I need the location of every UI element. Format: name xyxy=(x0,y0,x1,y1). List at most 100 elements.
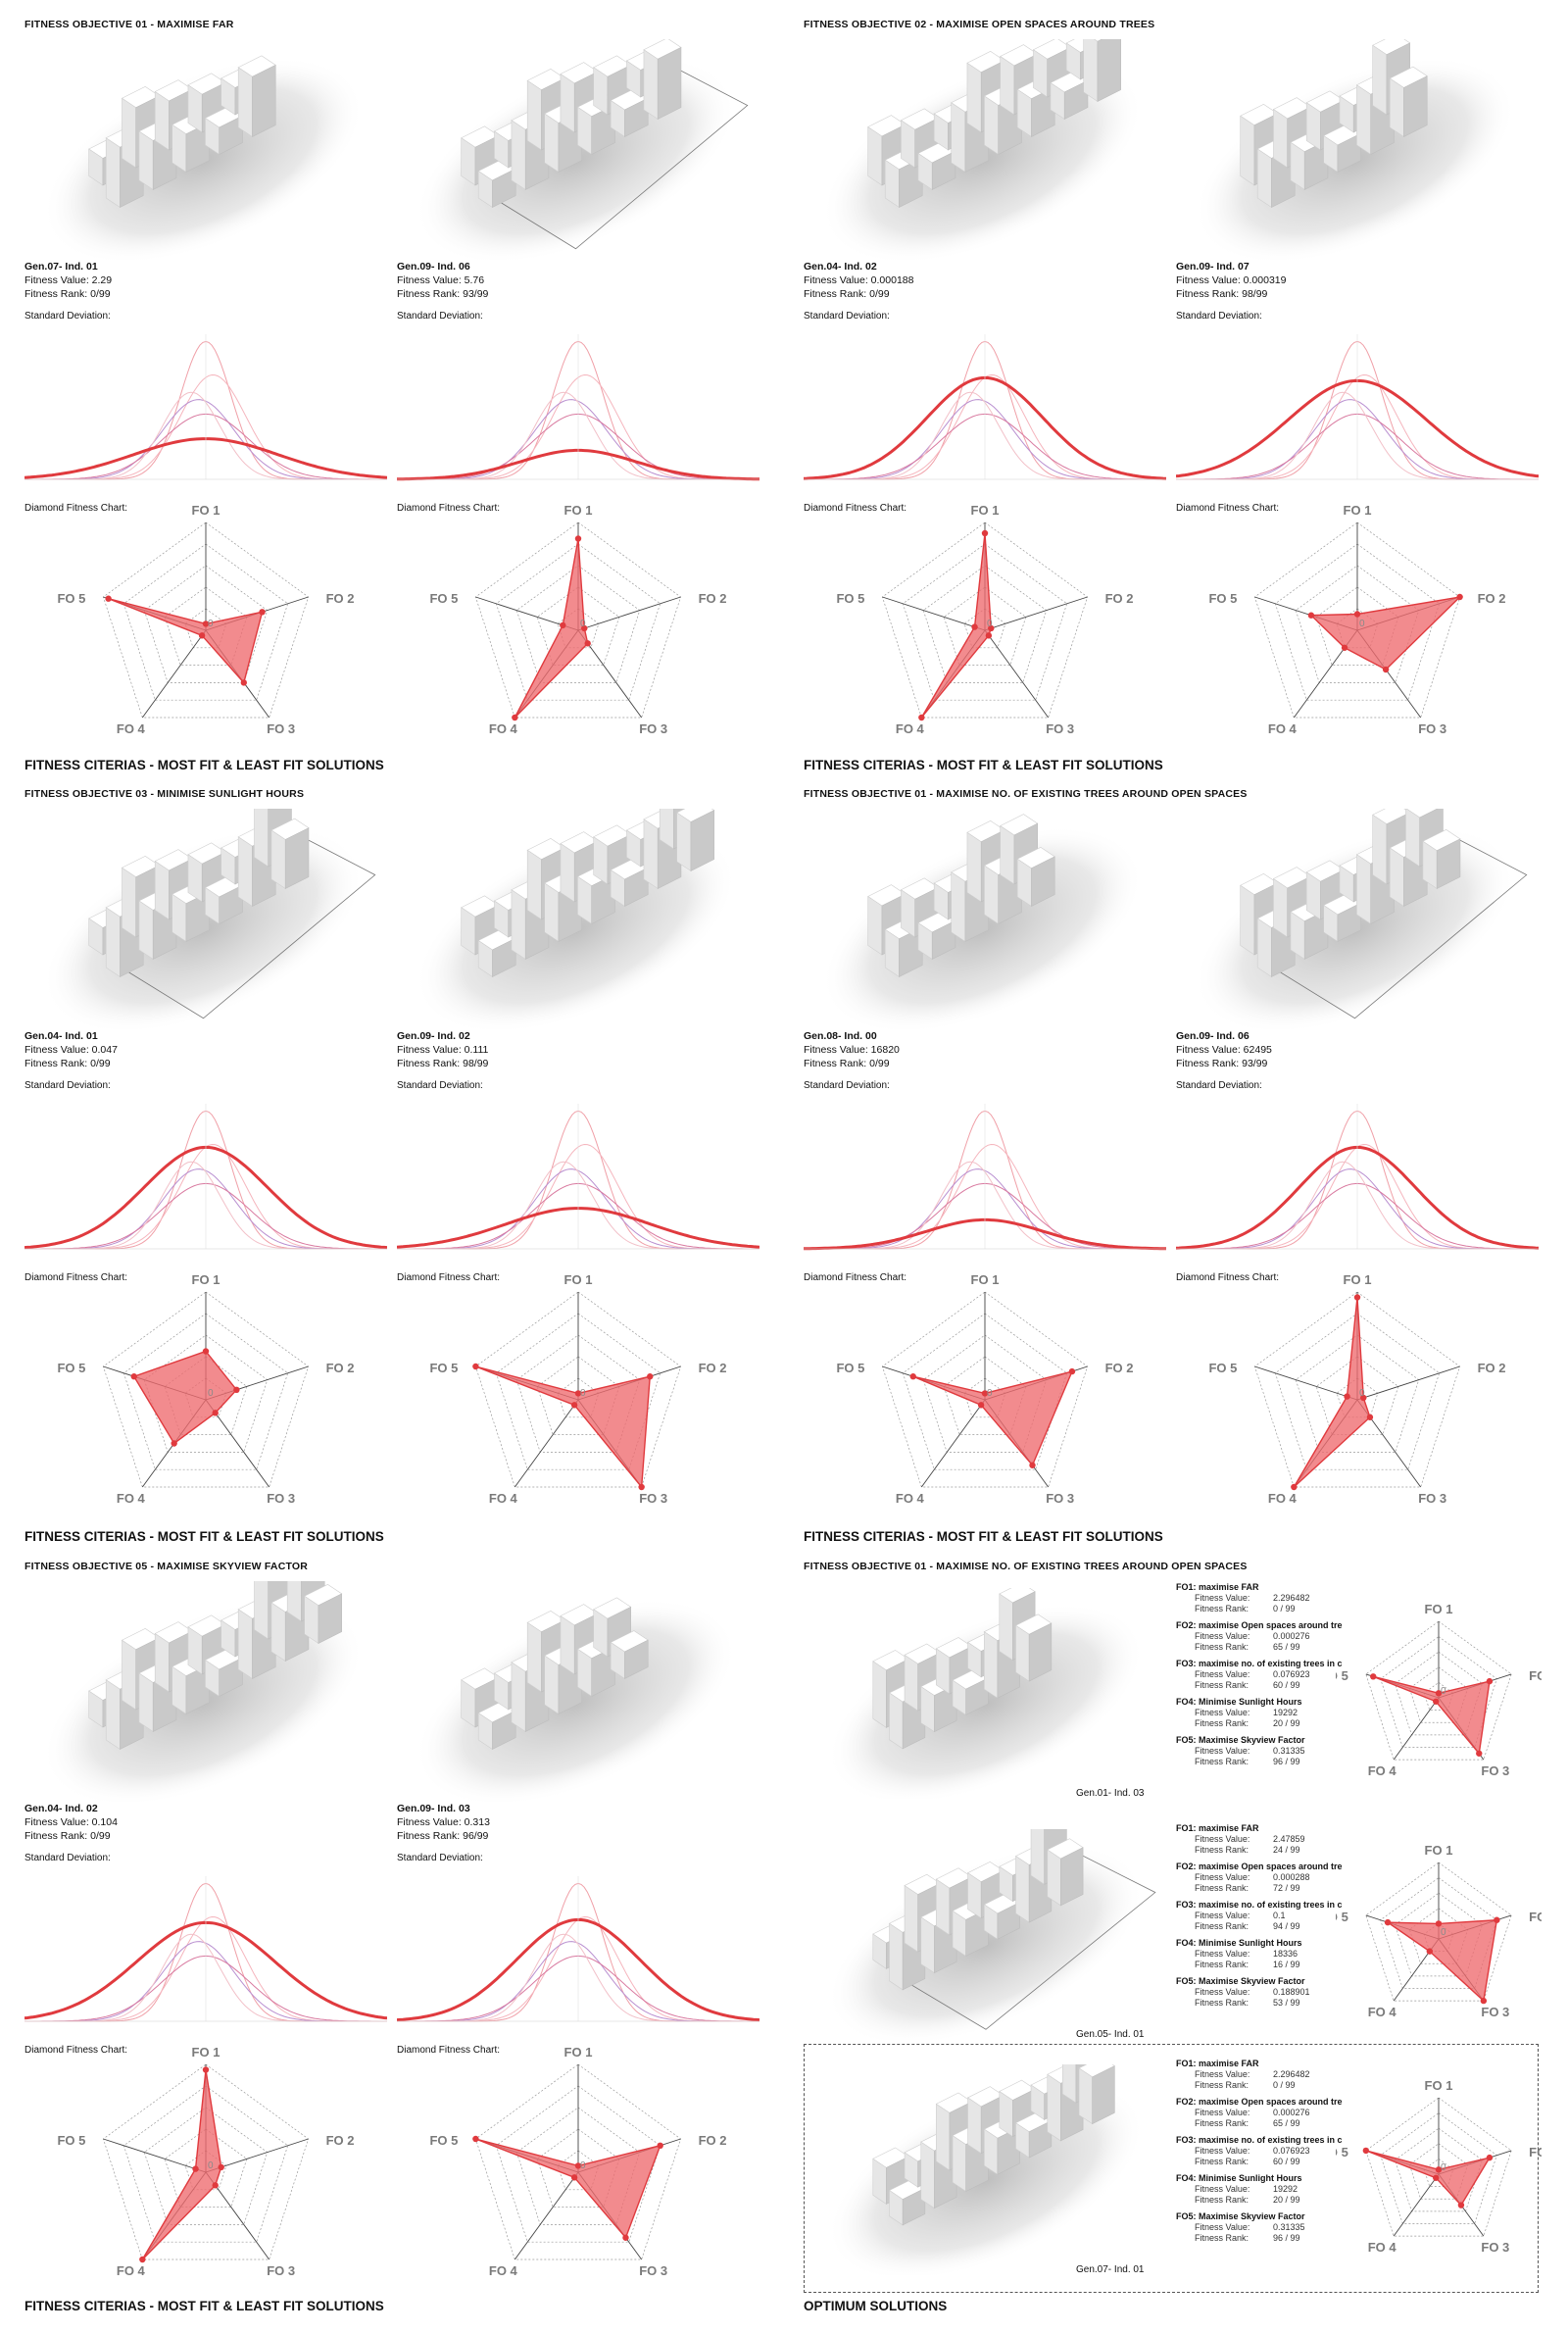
radar-grid xyxy=(143,1334,269,1453)
std-dev-label: Standard Deviation: xyxy=(397,1853,483,1863)
fitness-rank: Fitness Rank: 0/99 xyxy=(24,288,111,300)
objective-summary: FO1: maximise FAR Fitness Value: 2.296482 F… xyxy=(1176,2059,1343,2244)
diamond-fitness-chart: FO 1 FO 2 FO 3 FO 4 FO 5 0 xyxy=(429,2047,726,2278)
radar-point xyxy=(570,2174,578,2181)
radar-grid xyxy=(1365,2097,1512,2237)
radar-area xyxy=(1385,1918,1498,2003)
objective-name: FO4: Minimise Sunlight Hours xyxy=(1176,2173,1302,2183)
radar-spoke xyxy=(514,1399,579,1488)
fitness-value-key: Fitness Value: xyxy=(1195,1746,1250,1756)
radar-point xyxy=(1457,2202,1465,2209)
radar-axis-label: FO 1 xyxy=(971,505,1000,518)
radar-grid xyxy=(1395,1651,1483,1736)
massing-model xyxy=(827,1829,1156,2040)
radar-axis-label: FO 2 xyxy=(1478,591,1506,606)
fitness-rank-key: Fitness Rank: xyxy=(1195,1845,1250,1855)
fitness-value: 2.296482 xyxy=(1273,2069,1310,2079)
radar-zero-label: 0 xyxy=(580,619,586,629)
generation-label: Gen.04- Ind. 02 xyxy=(24,1803,98,1814)
radar-point xyxy=(1435,1690,1443,1697)
diamond-fitness-chart: FO 1 FO 2 FO 3 FO 4 FO 5 0 xyxy=(57,2047,354,2278)
diamond-fitness-chart: FO 1 FO 2 FO 3 FO 4 FO 5 0 xyxy=(57,1274,354,1506)
fitness-value-key: Fitness Value: xyxy=(1195,2222,1250,2232)
radar-axis-label: FO 1 xyxy=(564,2047,593,2060)
radar-zero-label: 0 xyxy=(208,1388,214,1399)
radar-grid xyxy=(164,2128,248,2208)
fitness-rank: 94 / 99 xyxy=(1273,1921,1300,1931)
fitness-rank-key: Fitness Rank: xyxy=(1195,1642,1250,1652)
radar-zero-label: 0 xyxy=(1441,2162,1446,2173)
radar-grid xyxy=(943,1356,1027,1435)
fitness-value: 0.188901 xyxy=(1273,1987,1310,1997)
generation-label: Gen.07- Ind. 01 xyxy=(24,261,98,273)
radar-zero-label: 0 xyxy=(580,1388,586,1399)
massing-model xyxy=(821,39,1144,260)
diamond-chart-label: Diamond Fitness Chart: xyxy=(24,2045,128,2056)
radar-axis-label: FO 5 xyxy=(1208,1361,1237,1375)
radar-point xyxy=(1476,1750,1483,1757)
radar-point xyxy=(472,2135,479,2143)
radar-axis-label: FO 5 xyxy=(836,591,864,606)
fitness-rank-row: Fitness Rank: 60 / 99 xyxy=(1176,2157,1343,2167)
fitness-value: 2.296482 xyxy=(1273,1593,1310,1603)
radar-axis-label: FO 4 xyxy=(489,2263,518,2278)
radar-point xyxy=(1344,1393,1350,1400)
fitness-rank-key: Fitness Rank: xyxy=(1195,1718,1250,1728)
fitness-rank: Fitness Rank: 0/99 xyxy=(804,1058,890,1069)
std-dev-curves xyxy=(1176,1104,1539,1250)
fitness-value-row: Fitness Value: 0.188901 xyxy=(1176,1987,1343,1998)
fitness-rank-key: Fitness Rank: xyxy=(1195,1960,1250,1969)
section-title: FITNESS OBJECTIVE 03 - MINIMISE SUNLIGHT… xyxy=(24,788,305,800)
section-title: FITNESS OBJECTIVE 02 - MAXIMISE OPEN SPA… xyxy=(804,19,1155,30)
fitness-value: 0.000276 xyxy=(1273,1631,1310,1641)
radar-point xyxy=(971,623,978,630)
generation-label: Gen.09- Ind. 03 xyxy=(397,1803,470,1814)
radar-point xyxy=(1341,644,1348,651)
std-dev-label: Standard Deviation: xyxy=(24,1080,111,1091)
fitness-value-key: Fitness Value: xyxy=(1195,1834,1250,1844)
fitness-rank-row: Fitness Rank: 96 / 99 xyxy=(1176,1757,1343,1767)
radar-area xyxy=(1372,1675,1491,1756)
radar-point xyxy=(171,1440,177,1447)
fitness-value-key: Fitness Value: xyxy=(1195,1949,1250,1959)
generation-label: Gen.04- Ind. 01 xyxy=(24,1030,98,1042)
radar-axis-label: FO 3 xyxy=(267,2263,295,2278)
fitness-rank: Fitness Rank: 0/99 xyxy=(24,1058,111,1069)
radar-axis-label: FO 1 xyxy=(564,1274,593,1287)
diamond-chart-label: Diamond Fitness Chart: xyxy=(397,1272,501,1283)
section-footer: FITNESS CITERIAS - MOST FIT & LEAST FIT … xyxy=(804,758,1163,772)
radar-spoke xyxy=(1254,1365,1358,1401)
radar-point xyxy=(1433,2174,1440,2181)
fitness-rank: 24 / 99 xyxy=(1273,1845,1300,1855)
objective-name: FO3: maximise no. of existing trees in c xyxy=(1176,2135,1343,2145)
fitness-rank: Fitness Rank: 96/99 xyxy=(397,1830,489,1842)
radar-axis-label: FO 1 xyxy=(192,1274,220,1287)
diamond-fitness-chart: FO 1 FO 2 FO 3 FO 4 FO 5 0 xyxy=(1336,2080,1542,2255)
radar-point xyxy=(202,2066,210,2073)
radar-point xyxy=(1426,1948,1434,1955)
section-title: FITNESS OBJECTIVE 05 - MAXIMISE SKYVIEW … xyxy=(24,1561,309,1572)
radar-zero-label: 0 xyxy=(208,619,214,629)
fitness-value-key: Fitness Value: xyxy=(1195,2146,1250,2156)
radar-point xyxy=(1370,1673,1377,1680)
section-footer: FITNESS CITERIAS - MOST FIT & LEAST FIT … xyxy=(24,1529,384,1544)
radar-axis-label: FO 3 xyxy=(267,721,295,736)
radar-point xyxy=(1362,2147,1370,2155)
diamond-chart-label: Diamond Fitness Chart: xyxy=(1176,1272,1280,1283)
radar-axis-label: FO 2 xyxy=(699,1361,727,1375)
objective-name: FO3: maximise no. of existing trees in c xyxy=(1176,1659,1343,1668)
radar-axis-label: FO 4 xyxy=(896,721,925,736)
radar-point xyxy=(981,529,989,537)
fitness-rank-key: Fitness Rank: xyxy=(1195,1604,1250,1613)
fitness-value: 19292 xyxy=(1273,2184,1298,2194)
radar-axis-label: FO 1 xyxy=(1425,2080,1453,2093)
massing-model xyxy=(1194,809,1528,1029)
fitness-rank: Fitness Rank: 93/99 xyxy=(397,288,489,300)
radar-axis-label: FO 3 xyxy=(1481,1763,1509,1778)
fitness-value-row: Fitness Value: 0.31335 xyxy=(1176,2222,1343,2233)
radar-point xyxy=(985,632,993,639)
massing-model xyxy=(415,809,737,1029)
radar-point xyxy=(1494,1916,1500,1923)
std-dev-label: Standard Deviation: xyxy=(397,1080,483,1091)
radar-zero-label: 0 xyxy=(987,619,993,629)
